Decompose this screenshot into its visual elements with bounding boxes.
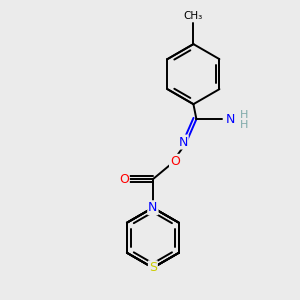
Text: O: O (119, 173, 129, 186)
Text: N: N (148, 201, 158, 214)
Text: H: H (240, 110, 248, 120)
Text: S: S (149, 261, 157, 274)
Text: CH₃: CH₃ (184, 11, 203, 21)
Text: N: N (225, 113, 235, 126)
Text: O: O (170, 155, 180, 168)
Text: N: N (178, 136, 188, 148)
Text: H: H (240, 120, 248, 130)
